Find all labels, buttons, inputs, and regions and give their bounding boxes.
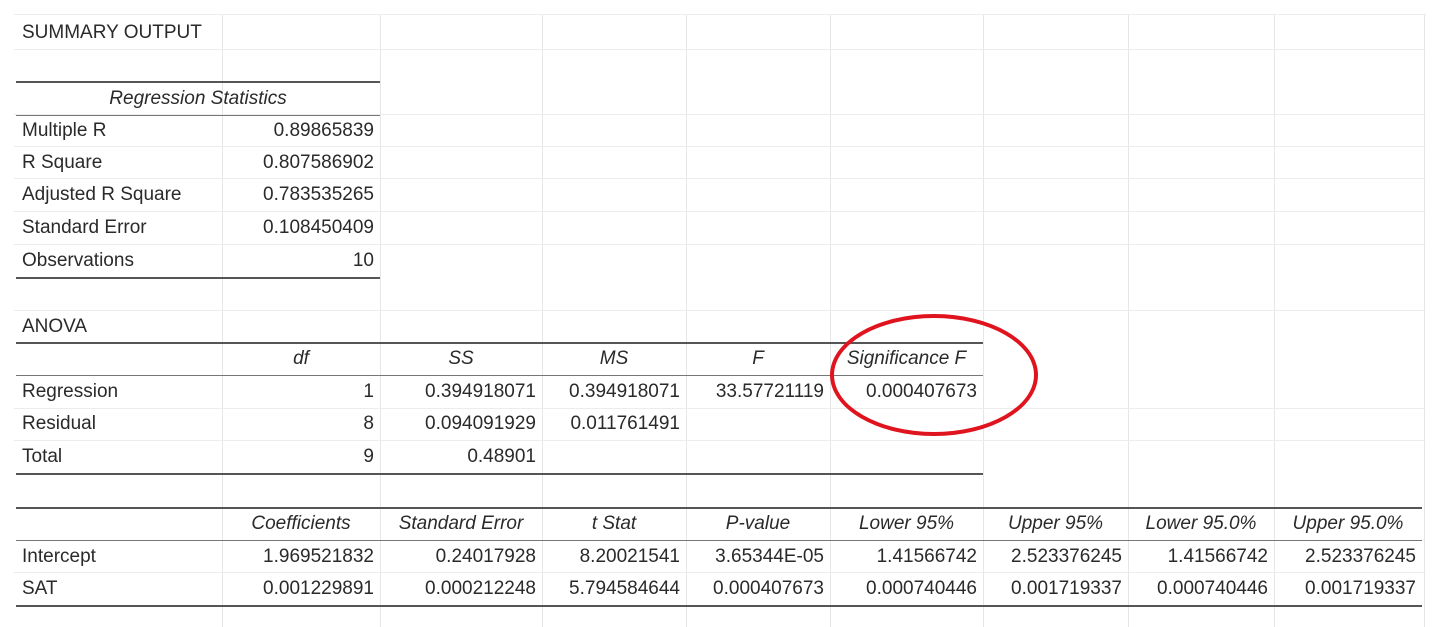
coef-cell: 0.001719337 xyxy=(1305,578,1416,599)
anova-row-label: Total xyxy=(22,446,63,467)
stat-label: Adjusted R Square xyxy=(22,184,182,205)
anova-col-header: df xyxy=(293,348,309,369)
stat-label: Standard Error xyxy=(22,217,147,238)
coef-cell: 2.523376245 xyxy=(1305,546,1416,567)
grid-line xyxy=(14,408,1426,409)
table-border xyxy=(16,277,380,279)
anova-col-header: F xyxy=(752,348,764,369)
stat-label: R Square xyxy=(22,152,103,173)
coef-col-header: P-value xyxy=(725,513,791,534)
coef-row-label: Intercept xyxy=(22,546,96,567)
coef-cell: 3.65344E-05 xyxy=(715,546,824,567)
coef-cell: 0.001719337 xyxy=(1011,578,1122,599)
table-border xyxy=(16,605,1422,607)
coef-cell: 2.523376245 xyxy=(1011,546,1122,567)
stat-label: Observations xyxy=(22,250,134,271)
coef-row-label: SAT xyxy=(22,578,58,599)
coef-col-header: t Stat xyxy=(591,513,637,534)
coef-cell: 8.20021541 xyxy=(579,546,680,567)
coef-cell: 0.000740446 xyxy=(1157,578,1268,599)
anova-col-header: SS xyxy=(448,348,474,369)
coef-col-header: Coefficients xyxy=(251,513,351,534)
grid-line xyxy=(14,440,1426,441)
summary-title: SUMMARY OUTPUT xyxy=(22,22,202,43)
coef-cell: 0.000740446 xyxy=(866,578,977,599)
anova-cell: 0.394918071 xyxy=(425,381,536,402)
grid-line xyxy=(1128,14,1129,627)
table-border xyxy=(16,540,1422,541)
stat-value: 0.89865839 xyxy=(273,120,374,141)
grid-line xyxy=(1274,14,1275,627)
table-border xyxy=(16,507,1422,509)
regression-statistics-header: Regression Statistics xyxy=(109,88,287,109)
stat-value: 0.108450409 xyxy=(263,217,374,238)
stat-value: 0.783535265 xyxy=(263,184,374,205)
coef-cell: 0.24017928 xyxy=(435,546,536,567)
coef-cell: 0.001229891 xyxy=(263,578,374,599)
table-border xyxy=(16,115,380,116)
anova-title: ANOVA xyxy=(22,316,88,337)
grid-line xyxy=(14,49,1426,50)
table-border xyxy=(16,342,983,344)
coef-cell: 0.000212248 xyxy=(425,578,536,599)
table-border xyxy=(16,81,380,83)
coef-cell: 0.000407673 xyxy=(713,578,824,599)
anova-cell: 0.094091929 xyxy=(425,413,536,434)
grid-line xyxy=(222,14,223,627)
coef-cell: 1.41566742 xyxy=(1167,546,1268,567)
grid-line xyxy=(14,244,1426,245)
coef-cell: 1.41566742 xyxy=(876,546,977,567)
coef-col-header: Lower 95.0% xyxy=(1145,513,1257,534)
anova-row-label: Regression xyxy=(22,381,119,402)
anova-cell: 33.57721119 xyxy=(715,381,824,402)
grid-line xyxy=(1424,14,1425,627)
anova-cell: 1 xyxy=(363,381,374,402)
coef-col-header: Lower 95% xyxy=(858,513,955,534)
anova-row-label: Residual xyxy=(22,413,96,434)
stat-value: 10 xyxy=(352,250,374,271)
highlight-circle xyxy=(830,314,1038,436)
table-border xyxy=(16,473,983,475)
grid-line xyxy=(380,14,381,627)
grid-line xyxy=(542,14,543,627)
anova-cell: 9 xyxy=(363,446,374,467)
anova-cell: 8 xyxy=(363,413,374,434)
anova-cell: 0.011761491 xyxy=(570,413,680,434)
grid-line xyxy=(14,178,1426,179)
anova-cell: 0.394918071 xyxy=(569,381,680,402)
anova-cell: 0.48901 xyxy=(467,446,536,467)
anova-col-header: MS xyxy=(599,348,629,369)
grid-line xyxy=(14,114,1426,115)
coef-cell: 1.969521832 xyxy=(263,546,374,567)
table-border xyxy=(16,375,983,376)
grid-line xyxy=(14,146,1426,147)
coef-col-header: Standard Error xyxy=(398,513,524,534)
coef-cell: 5.794584644 xyxy=(569,578,680,599)
grid-line xyxy=(686,14,687,627)
stat-label: Multiple R xyxy=(22,120,107,141)
grid-line xyxy=(14,572,1426,573)
grid-line xyxy=(14,211,1426,212)
coef-col-header: Upper 95.0% xyxy=(1292,513,1404,534)
grid-line xyxy=(14,310,1426,311)
grid-line xyxy=(14,14,1426,15)
coef-col-header: Upper 95% xyxy=(1007,513,1104,534)
grid-line xyxy=(830,14,831,627)
stat-value: 0.807586902 xyxy=(263,152,374,173)
